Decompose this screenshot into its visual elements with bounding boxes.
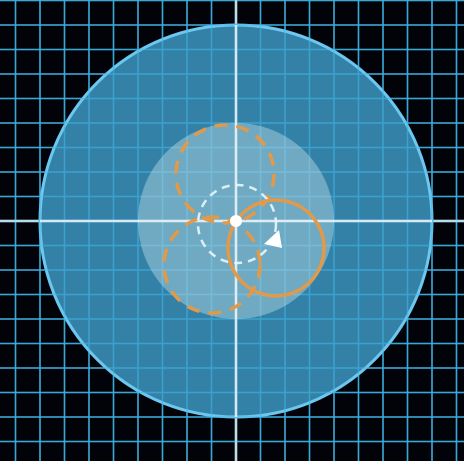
small-dashed-circle — [196, 183, 278, 265]
orange-solid-circle — [226, 198, 326, 298]
direction-arrow-icon — [264, 230, 282, 248]
center-dot-icon — [230, 215, 242, 227]
orange-dashed-circle-top — [174, 123, 276, 225]
orange-dashed-circle-bottom — [162, 215, 262, 315]
